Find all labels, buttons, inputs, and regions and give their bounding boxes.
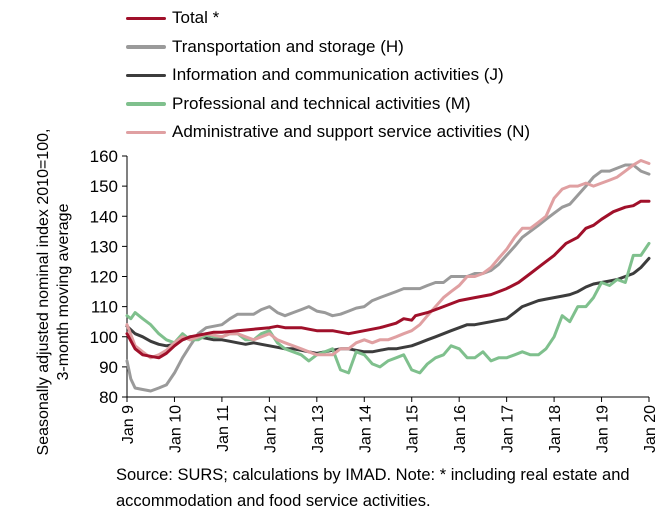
x-tick-label: Jan 16 <box>452 405 469 453</box>
legend-swatch-transportation <box>126 45 166 49</box>
series-line-1 <box>125 163 651 393</box>
y-tick-label: 90 <box>99 358 118 377</box>
y-tick-label: 150 <box>90 177 118 196</box>
x-tick-label: Jan 9 <box>120 405 137 444</box>
x-tick-label: Jan 18 <box>547 405 564 453</box>
y-axis-title-line-1: Seasonally adjusted nominal index 2010=1… <box>35 128 52 456</box>
source-note: Source: SURS; calculations by IMAD. Note… <box>116 466 630 510</box>
series-line-3 <box>125 241 651 375</box>
y-tick-label: 110 <box>91 298 118 317</box>
x-tick-label: Jan 15 <box>405 405 422 453</box>
legend-label-professional: Professional and technical activities (M… <box>172 93 471 113</box>
x-tick-label: Jan 10 <box>167 405 184 453</box>
legend-label-total: Total * <box>172 8 220 28</box>
legend-label-transportation: Transportation and storage (H) <box>172 36 404 56</box>
y-axis-title-line-2: 3-month moving average <box>55 203 72 381</box>
x-tick-label: Jan 19 <box>595 405 612 453</box>
y-tick-label: 80 <box>99 388 118 407</box>
legend-item-transportation: Transportation and storage (H) <box>126 33 530 62</box>
series-line-2 <box>125 256 651 355</box>
series-line-0 <box>125 199 651 360</box>
legend-label-administrative: Administrative and support service activ… <box>172 122 531 142</box>
y-tick-label: 130 <box>90 237 118 256</box>
x-tick-label: Jan 20 <box>642 405 659 453</box>
y-tick-label: 120 <box>90 268 118 287</box>
legend-label-information: Information and communication activities… <box>172 65 504 85</box>
x-tick-label: Jan 14 <box>357 405 374 453</box>
legend-swatch-professional <box>126 102 166 106</box>
y-tick-label: 140 <box>90 207 118 226</box>
legend-swatch-administrative <box>126 130 166 134</box>
legend-swatch-total <box>126 16 166 20</box>
y-tick-label: 160 <box>90 147 118 166</box>
y-tick-label: 100 <box>90 328 118 347</box>
x-tick-label: Jan 13 <box>310 405 327 453</box>
y-axis-title: Seasonally adjusted nominal index 2010=1… <box>34 129 74 456</box>
legend-item-total: Total * <box>126 4 530 33</box>
series-line-4 <box>125 159 651 360</box>
legend-item-professional: Professional and technical activities (M… <box>126 90 530 119</box>
x-tick-label: Jan 11 <box>215 405 232 452</box>
legend-swatch-information <box>126 73 166 77</box>
legend-item-information: Information and communication activities… <box>126 61 530 90</box>
legend-item-administrative: Administrative and support service activ… <box>126 118 530 147</box>
x-tick-label: Jan 12 <box>262 405 279 453</box>
x-tick-label: Jan 17 <box>500 405 517 453</box>
legend: Total * Transportation and storage (H) I… <box>126 4 530 147</box>
